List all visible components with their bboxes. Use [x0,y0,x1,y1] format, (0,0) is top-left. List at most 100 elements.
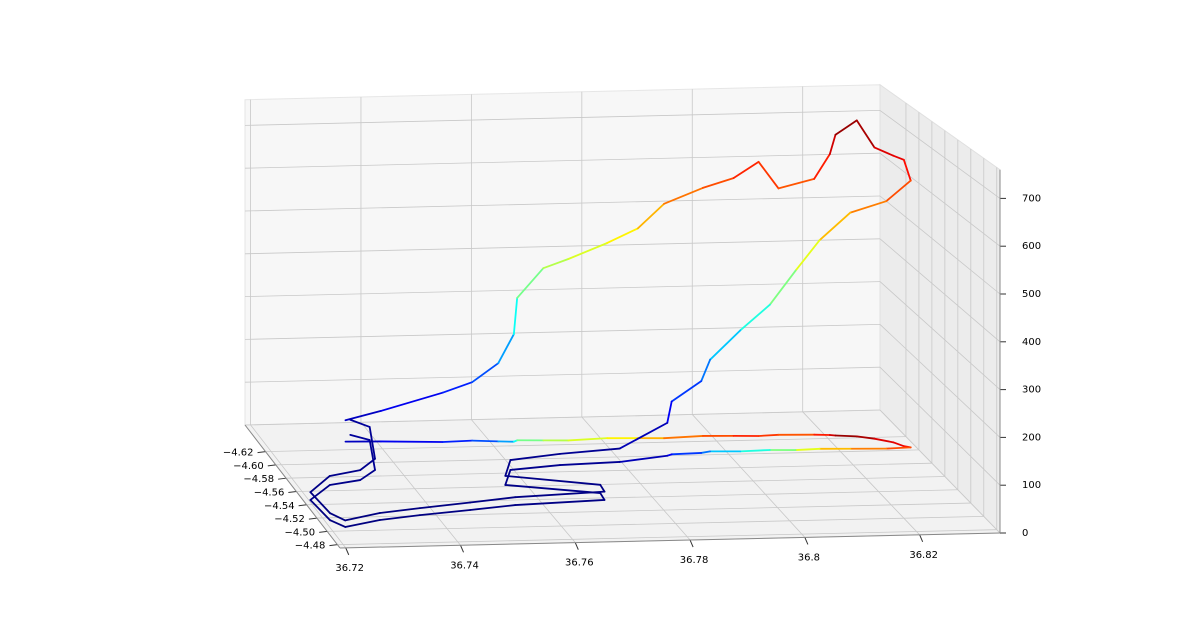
z-tick-label: 500 [1022,289,1041,300]
trace-shadow [885,446,912,450]
trace-shadow [834,434,858,438]
trace-shadow [855,435,876,440]
tick-mark [278,477,287,480]
trace-segment [516,267,545,299]
grid-line [296,476,945,492]
y-tick-label: −4.58 [243,474,274,485]
trace-segment [504,459,512,477]
trace-segment [768,269,797,306]
trace-segment [663,187,704,205]
trace-shadow [359,469,376,481]
trace-shadow [670,452,703,456]
grid-line [244,366,881,383]
trace-segment [344,512,381,522]
grid-line [306,489,958,506]
trace-segment [514,490,606,499]
trace-segment [512,297,519,336]
grid-line [691,414,806,538]
trace-shadow [368,439,376,471]
trace-shadow [892,441,905,448]
trace-shadow [419,509,472,517]
tick-mark [257,451,266,454]
trace-segment [441,381,474,394]
trace-shadow [873,437,895,444]
tick-mark [298,504,307,507]
x-tick-label: 36.78 [680,555,709,566]
trace-segment [618,421,669,450]
trace-segment [709,329,742,361]
trace-segment [828,133,837,156]
tick-mark [329,544,338,547]
grid-line [879,238,1001,343]
trace-segment [419,501,472,510]
grid-line [265,436,906,452]
trace-shadow [441,439,474,443]
tick-mark [345,547,350,556]
grid-line [879,409,1001,534]
trace-shadow [309,499,332,522]
z-tick-label: 100 [1022,480,1041,491]
y-tick-label: −4.54 [264,501,295,512]
grid-line [244,281,881,297]
grid-line [802,411,920,536]
trace-segment [559,447,621,455]
z-tick-label: 600 [1022,241,1041,252]
trace-segment [666,400,673,424]
trace-segment [757,160,780,190]
trace-shadow [559,461,621,466]
trace-segment [329,512,347,522]
trace-segment [309,475,331,494]
x-tick-label: 36.8 [798,552,820,563]
trace-shadow [509,464,561,471]
trace-shadow [618,454,669,463]
trace-segment [813,153,831,180]
grid-line [581,416,691,541]
trace-segment [368,426,376,460]
grid-line [244,324,881,340]
grid-line [327,515,984,532]
y-tick-label: −4.50 [285,527,316,538]
trace-segment [855,119,876,149]
trace-shadow [567,437,609,442]
grid-line [244,152,881,169]
trace-segment [349,418,371,428]
trace-shadow [349,434,371,441]
y-tick-label: −4.48 [295,541,326,552]
y-tick-label: −4.60 [233,461,264,472]
trace-segment [701,177,735,189]
z-tick-label: 700 [1022,193,1041,204]
trace-segment [636,202,665,230]
back-pane [244,84,881,426]
grid-line [275,449,919,466]
x-tick-label: 36.72 [335,563,364,574]
trace-segment [606,227,639,244]
trace-segment [732,160,760,179]
trace-segment [794,239,821,272]
x-tick-label: 36.76 [565,558,594,569]
trace-segment [469,496,517,504]
trace-segment [700,358,711,383]
trace-segment [309,491,332,515]
trace-shadow [329,519,347,528]
trace-segment [599,483,606,493]
grid-line [879,152,1001,247]
grid-line [286,462,932,479]
trace-segment [504,474,602,486]
trace-shadow [328,479,362,486]
grid-line [879,366,1001,486]
x-tick-label: 36.82 [909,550,938,561]
z-tick-label: 200 [1022,432,1041,443]
trace-shadow [514,499,606,506]
grid-line [244,110,881,126]
trace-shadow [599,492,606,501]
trace-shadow [757,433,780,437]
trace-shadow [378,514,421,521]
trace-shadow [663,435,704,440]
x-tick-label: 36.74 [450,560,479,571]
grid-line [879,324,1001,438]
grid-line [879,195,1001,295]
trace-segment [892,154,905,161]
grid-line [316,502,971,519]
